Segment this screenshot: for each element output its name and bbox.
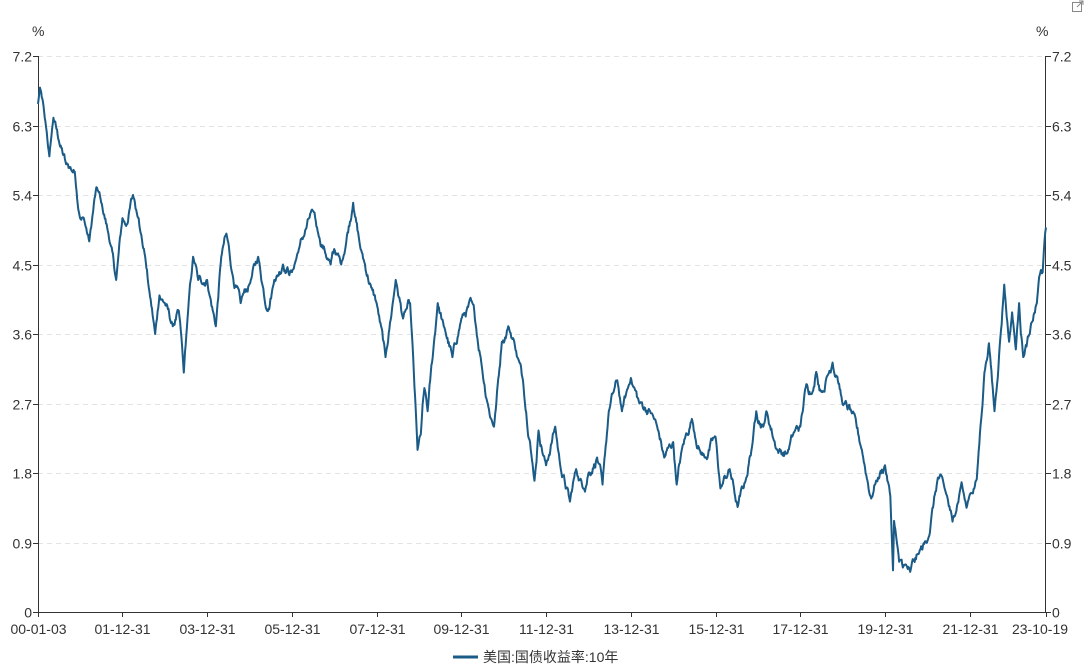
x-tick-label: 05-12-31 xyxy=(264,621,320,637)
y-tick-label-left: 5.4 xyxy=(13,188,33,204)
x-tick-label: 13-12-31 xyxy=(603,621,659,637)
y-tick-label-right: 7.2 xyxy=(1052,49,1072,65)
x-tick-label: 11-12-31 xyxy=(519,621,574,637)
expand-icon[interactable] xyxy=(1072,0,1084,12)
y-tick-label-right: 6.3 xyxy=(1052,119,1072,135)
legend[interactable]: 美国:国债收益率:10年 xyxy=(453,649,618,665)
y-tick-label-left: 7.2 xyxy=(13,49,33,65)
y-unit-right: % xyxy=(1036,23,1048,39)
x-tick-label: 23-10-19 xyxy=(1012,621,1068,637)
x-tick-label: 07-12-31 xyxy=(349,621,405,637)
y-tick-label-right: 0.9 xyxy=(1052,536,1072,552)
y-tick-label-left: 3.6 xyxy=(13,327,33,343)
series-layer xyxy=(38,88,1046,572)
series-line xyxy=(38,88,1046,572)
y-tick-label-right: 0 xyxy=(1052,605,1060,621)
axes: % % xyxy=(32,23,1048,613)
y-tick-label-left: 4.5 xyxy=(13,258,33,274)
y-tick-label-left: 0 xyxy=(24,605,32,621)
x-tick-label: 19-12-31 xyxy=(857,621,913,637)
y-tick-label-left: 2.7 xyxy=(13,397,33,413)
y-tick-label-right: 3.6 xyxy=(1052,327,1072,343)
x-tick-label: 01-12-31 xyxy=(94,621,150,637)
x-ticks: 00-01-03 01-12-31 03-12-31 05-12-31 07-12-31… xyxy=(10,612,1068,637)
y-tick-label-right: 4.5 xyxy=(1052,258,1072,274)
y-tick-label-left: 1.8 xyxy=(13,466,33,482)
x-tick-label: 00-01-03 xyxy=(10,621,66,637)
y-ticks-right: 0 0.9 1.8 2.7 3.6 4.5 5.4 6.3 7.2 xyxy=(1046,49,1072,621)
y-tick-label-right: 5.4 xyxy=(1052,188,1072,204)
x-tick-label: 03-12-31 xyxy=(179,621,235,637)
x-tick-label: 09-12-31 xyxy=(433,621,489,637)
x-tick-label: 17-12-31 xyxy=(772,621,828,637)
y-tick-label-right: 1.8 xyxy=(1052,466,1072,482)
x-tick-label: 21-12-31 xyxy=(942,621,998,637)
y-tick-label-left: 6.3 xyxy=(13,119,33,135)
x-tick-label: 15-12-31 xyxy=(688,621,744,637)
legend-label: 美国:国债收益率:10年 xyxy=(483,649,618,665)
y-tick-label-right: 2.7 xyxy=(1052,397,1072,413)
y-tick-label-left: 0.9 xyxy=(13,536,33,552)
y-unit-left: % xyxy=(32,23,44,39)
y-ticks-left: 0 0.9 1.8 2.7 3.6 4.5 5.4 6.3 7.2 xyxy=(13,49,38,621)
